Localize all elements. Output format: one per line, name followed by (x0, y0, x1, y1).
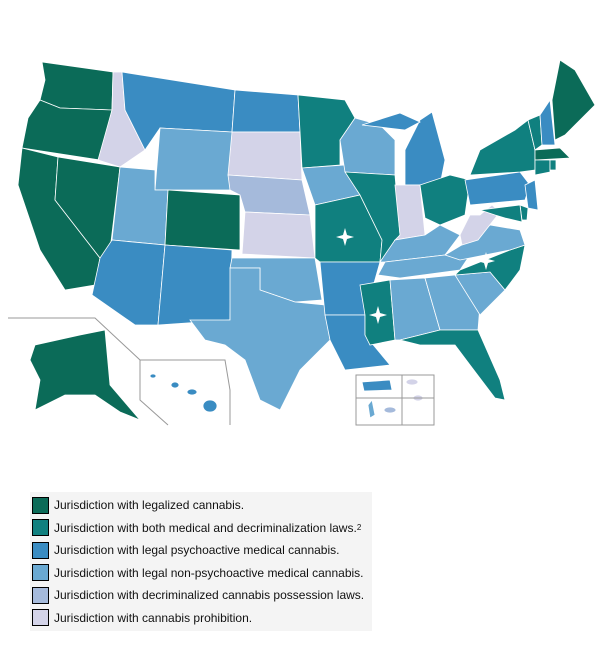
legend-label: Jurisdiction with cannabis prohibition. (54, 610, 253, 625)
territory-box (355, 374, 435, 426)
legend-item: Jurisdiction with legal psychoactive med… (30, 539, 372, 562)
state (534, 147, 571, 161)
state (186, 388, 198, 396)
footnote-marker: 2 (356, 523, 362, 533)
legend-swatch (32, 564, 49, 582)
territory (367, 399, 376, 419)
legend-label: Jurisdiction with decriminalized cannabi… (54, 588, 365, 603)
state (227, 131, 303, 181)
state (464, 171, 531, 206)
state (399, 329, 506, 401)
stars (336, 228, 495, 324)
star (477, 252, 495, 270)
state (419, 174, 471, 226)
state (551, 59, 596, 141)
star (336, 228, 354, 246)
legend-swatch (32, 519, 49, 537)
inset-frames (8, 317, 435, 426)
legend-item: Jurisdiction with legalized cannabis. (30, 494, 372, 517)
state (524, 179, 539, 211)
state (534, 159, 551, 176)
legend-item: Jurisdiction with cannabis prohibition. (30, 607, 372, 630)
legend-label: Jurisdiction with both medical and decri… (54, 520, 357, 535)
territory (383, 406, 397, 414)
state (189, 267, 331, 411)
state (202, 399, 218, 413)
territory (405, 378, 419, 386)
inset-line (140, 359, 231, 425)
state (39, 61, 114, 111)
legend-swatch (32, 541, 49, 559)
state (469, 119, 536, 176)
state (241, 211, 316, 259)
legend-label: Jurisdiction with legal non-psychoactive… (54, 565, 364, 580)
legend: Jurisdiction with legalized cannabis. Jur… (30, 492, 372, 631)
legend-item: Jurisdiction with decriminalized cannabi… (30, 584, 372, 607)
state (361, 112, 421, 131)
state (29, 329, 141, 421)
territory (361, 379, 393, 392)
state (154, 127, 233, 191)
state (539, 98, 556, 146)
state (393, 184, 426, 241)
legend-item: Jurisdiction with legal non-psychoactive… (30, 562, 372, 585)
legend-label: Jurisdiction with legal psychoactive med… (54, 543, 340, 558)
state (549, 159, 557, 171)
legend-swatch (32, 609, 49, 627)
map (8, 59, 596, 426)
legend-swatch (32, 586, 49, 604)
state (164, 189, 241, 251)
state (170, 381, 180, 389)
legend-item: Jurisdiction with both medical and decri… (30, 517, 372, 540)
state (157, 244, 233, 326)
state (149, 373, 157, 379)
state (479, 204, 523, 223)
star (369, 306, 387, 324)
legend-label: Jurisdiction with legalized cannabis. (54, 498, 245, 513)
legend-swatch (32, 496, 49, 514)
state (231, 89, 301, 133)
